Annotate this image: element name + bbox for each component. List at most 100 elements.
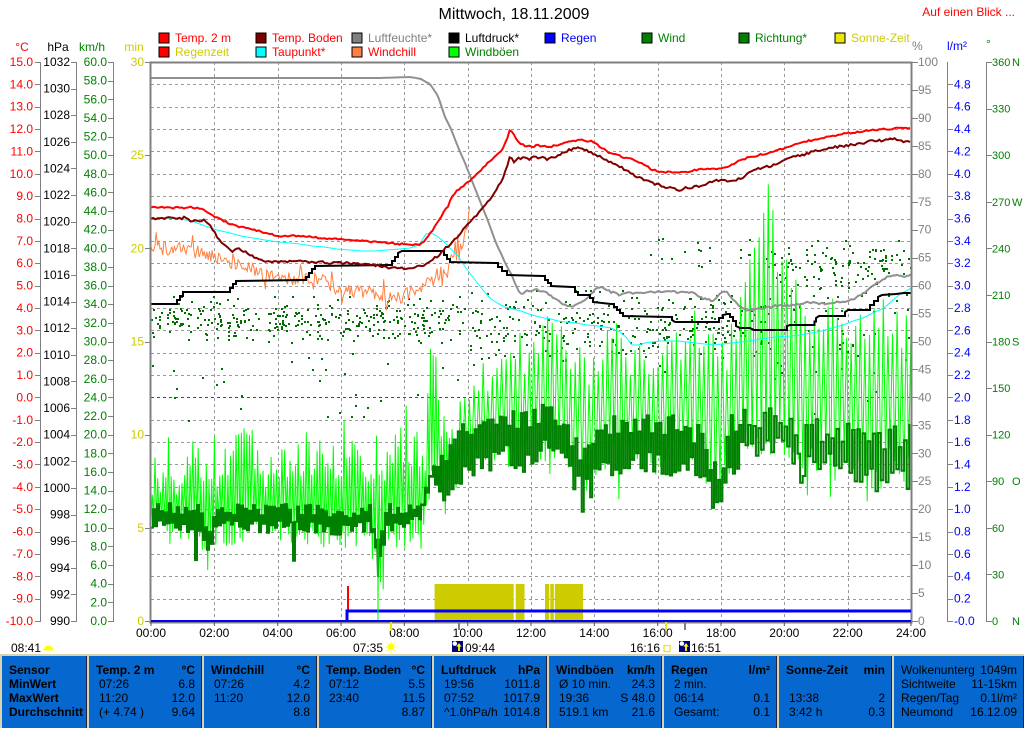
svg-text:1016: 1016 [43,268,70,282]
svg-text:hPa: hPa [47,40,69,54]
svg-text:22:00: 22:00 [833,626,863,640]
svg-text:9.0: 9.0 [16,189,33,203]
svg-text:48.0: 48.0 [84,167,108,181]
svg-text:54.0: 54.0 [84,111,108,125]
svg-text:16:51: 16:51 [691,641,721,655]
svg-text:10: 10 [918,558,932,572]
svg-text:1.4: 1.4 [954,458,971,472]
svg-text:300: 300 [992,150,1010,162]
svg-text:26.0: 26.0 [84,372,108,386]
svg-text:1.6: 1.6 [954,435,971,449]
svg-text:90: 90 [992,476,1004,488]
svg-text:30: 30 [918,446,932,460]
svg-text:0: 0 [137,614,144,628]
svg-text:1024: 1024 [43,162,70,176]
svg-text:-9.0: -9.0 [12,592,33,606]
svg-text:1008: 1008 [43,374,70,388]
svg-text:14.0: 14.0 [10,77,34,91]
svg-text:0.8: 0.8 [954,525,971,539]
svg-text:3.4: 3.4 [954,234,971,248]
svg-text:Luftfeuchte*: Luftfeuchte* [368,31,432,45]
svg-text:360: 360 [992,57,1010,69]
svg-text:20.0: 20.0 [84,428,108,442]
svg-text:10.0: 10.0 [84,521,108,535]
svg-text:-4.0: -4.0 [12,480,33,494]
svg-text:16:16: 16:16 [630,641,660,655]
svg-text:990: 990 [50,614,70,628]
svg-text:12:00: 12:00 [516,626,546,640]
svg-text:Taupunkt*: Taupunkt* [272,45,326,59]
svg-text:1018: 1018 [43,241,70,255]
svg-text:180: 180 [992,337,1010,349]
svg-text:58.0: 58.0 [84,74,108,88]
svg-text:15.0: 15.0 [10,55,34,69]
svg-text:-10.0: -10.0 [6,614,34,628]
svg-text:Regen: Regen [561,31,596,45]
svg-text:240: 240 [992,243,1010,255]
svg-text:Auf einen Blick ...: Auf einen Blick ... [922,5,1015,19]
svg-text:4.8: 4.8 [954,77,971,91]
svg-text:14.0: 14.0 [84,484,108,498]
svg-text:1.0: 1.0 [954,502,971,516]
svg-text:992: 992 [50,587,70,601]
svg-text:120: 120 [992,430,1010,442]
svg-text:55: 55 [918,307,932,321]
svg-text:18:00: 18:00 [706,626,736,640]
svg-text:4.6: 4.6 [954,100,971,114]
svg-text:W: W [1012,197,1023,209]
svg-text:02:00: 02:00 [199,626,229,640]
svg-text:-1.0: -1.0 [12,413,33,427]
svg-text:0.0: 0.0 [16,390,33,404]
svg-text:30: 30 [992,569,1004,581]
svg-text:34.0: 34.0 [84,297,108,311]
svg-text:80: 80 [918,167,932,181]
svg-text:3.0: 3.0 [954,279,971,293]
svg-text:1006: 1006 [43,401,70,415]
svg-text:22.0: 22.0 [84,409,108,423]
svg-text:1004: 1004 [43,428,70,442]
svg-text:270: 270 [992,197,1010,209]
svg-text:l/m²: l/m² [947,39,967,53]
svg-text:12.0: 12.0 [10,122,34,136]
svg-text:8.0: 8.0 [16,212,33,226]
svg-text:1022: 1022 [43,188,70,202]
svg-text:15: 15 [131,335,145,349]
svg-text:0.4: 0.4 [954,569,971,583]
svg-text:%: % [912,39,923,53]
svg-text:1.0: 1.0 [16,368,33,382]
svg-text:5: 5 [918,586,925,600]
svg-text:2.2: 2.2 [954,368,971,382]
svg-text:3.2: 3.2 [954,256,971,270]
svg-text:km/h: km/h [79,40,105,54]
svg-text:1020: 1020 [43,215,70,229]
svg-text:330: 330 [992,104,1010,116]
svg-text:Temp. 2 m: Temp. 2 m [175,31,231,45]
svg-text:44.0: 44.0 [84,204,108,218]
svg-text:Richtung*: Richtung* [755,31,807,45]
svg-text:07:35: 07:35 [353,641,383,655]
svg-text:1.2: 1.2 [954,480,971,494]
svg-text:4.0: 4.0 [954,167,971,181]
svg-text:1026: 1026 [43,135,70,149]
svg-text:20:00: 20:00 [769,626,799,640]
svg-text:0.6: 0.6 [954,547,971,561]
svg-text:15: 15 [918,530,932,544]
svg-text:50: 50 [918,335,932,349]
svg-text:Luftdruck*: Luftdruck* [465,31,519,45]
svg-text:150: 150 [992,383,1010,395]
svg-text:6.0: 6.0 [16,256,33,270]
svg-text:30: 30 [131,55,145,69]
svg-text:1002: 1002 [43,454,70,468]
svg-text:90: 90 [918,111,932,125]
svg-text:N: N [1012,57,1020,69]
svg-text:1012: 1012 [43,321,70,335]
svg-text:2.8: 2.8 [954,301,971,315]
svg-text:1032: 1032 [43,55,70,69]
svg-text:10: 10 [131,428,145,442]
svg-text:60.0: 60.0 [84,55,108,69]
svg-text:0.2: 0.2 [954,592,971,606]
svg-text:S: S [1012,337,1019,349]
svg-text:20: 20 [918,502,932,516]
svg-text:4.2: 4.2 [954,144,971,158]
svg-text:45: 45 [918,363,932,377]
